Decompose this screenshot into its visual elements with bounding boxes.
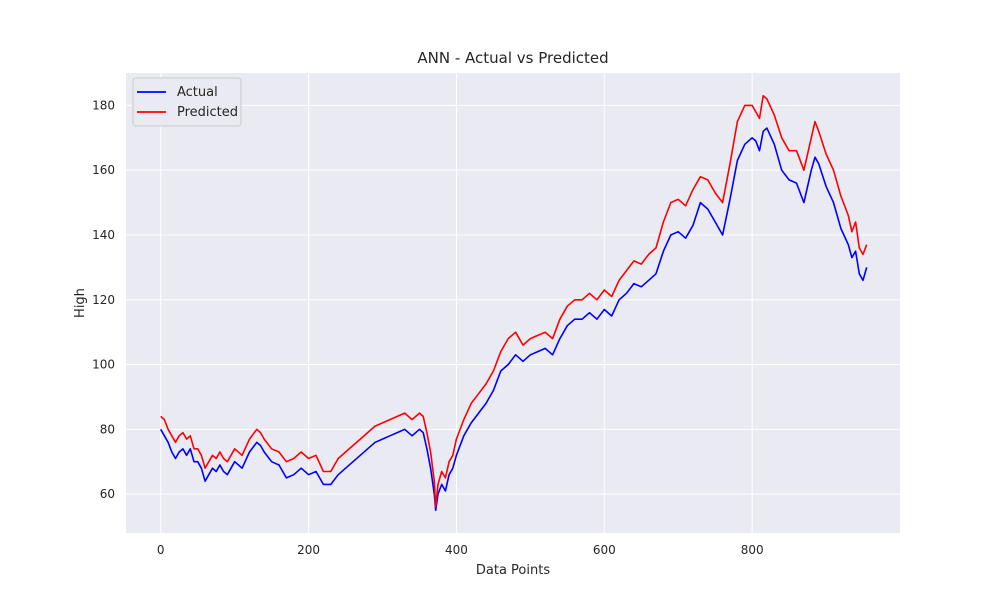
y-tick-label: 180	[92, 98, 115, 112]
x-tick-label: 200	[297, 543, 320, 557]
series-lines	[160, 94, 868, 512]
y-tick-label: 80	[100, 422, 115, 436]
legend-label-predicted: Predicted	[177, 105, 238, 120]
axis-ticks: 0 200 400 600 800 60 80 100 120 140 160 180	[92, 98, 764, 557]
legend-label-actual: Actual	[177, 85, 218, 100]
y-tick-label: 120	[92, 293, 115, 307]
plot-area	[126, 73, 900, 533]
x-tick-label: 400	[445, 543, 468, 557]
y-tick-label: 60	[100, 487, 115, 501]
y-tick-label: 140	[92, 228, 115, 242]
chart-title: ANN - Actual vs Predicted	[417, 49, 608, 67]
y-axis-label: High	[73, 288, 88, 318]
legend: Actual Predicted	[132, 77, 242, 127]
y-tick-label: 100	[92, 358, 115, 372]
x-tick-label: 800	[741, 543, 764, 557]
legend-box	[132, 77, 242, 127]
y-tick-label: 160	[92, 163, 115, 177]
grid-lines	[126, 73, 900, 533]
series-line-predicted	[160, 94, 868, 508]
x-tick-label: 0	[157, 543, 165, 557]
x-tick-label: 600	[593, 543, 616, 557]
series-line-actual	[160, 127, 868, 512]
x-axis-label: Data Points	[476, 563, 550, 578]
